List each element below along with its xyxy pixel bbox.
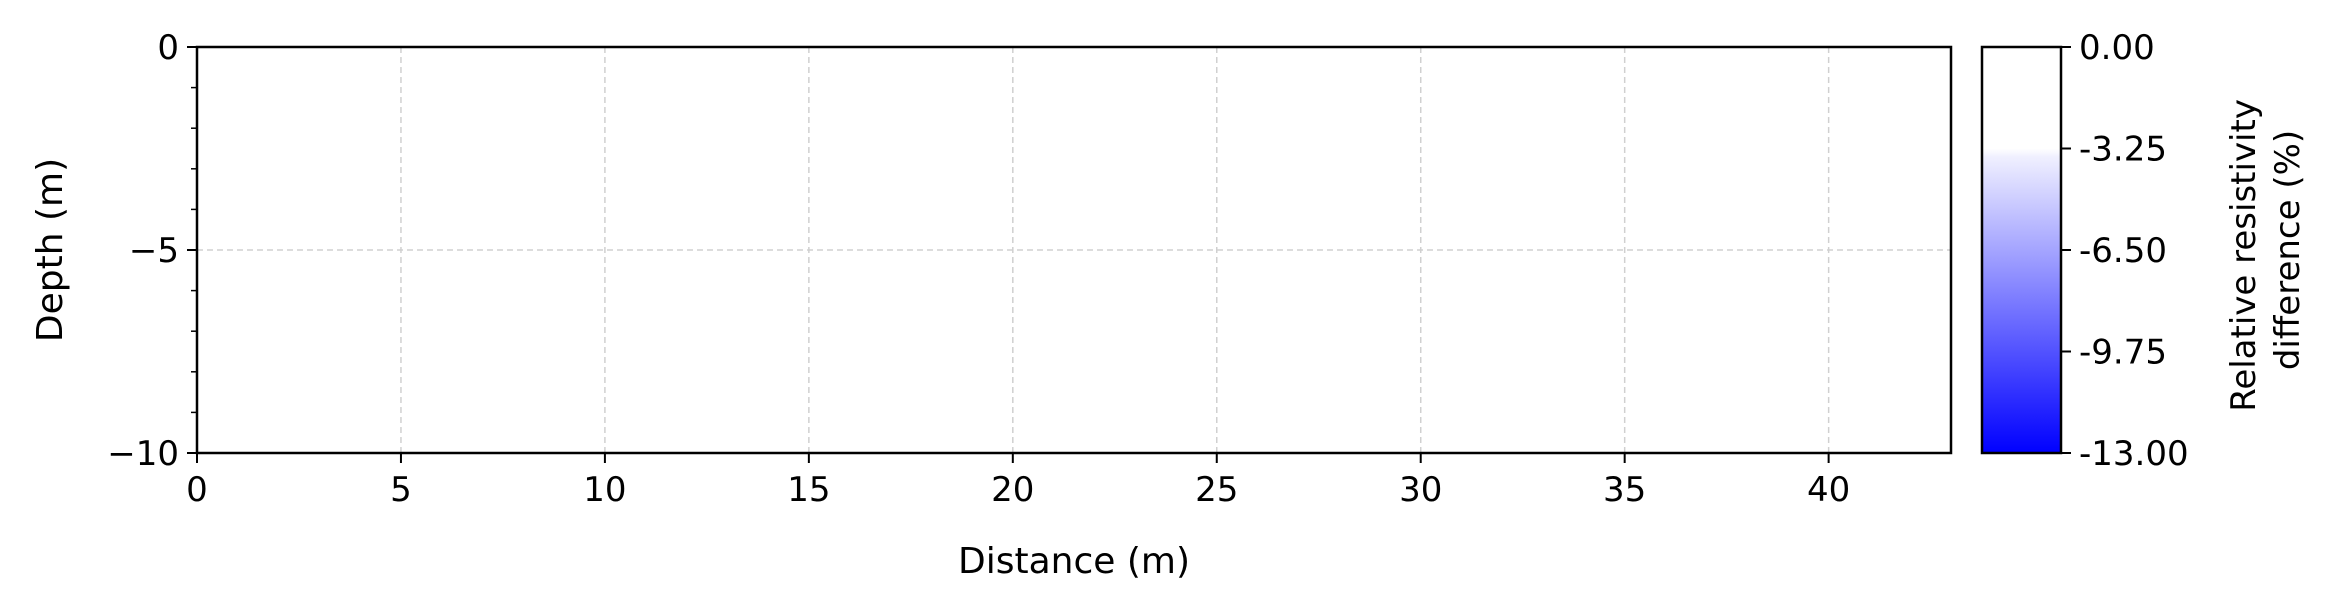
colorbar-ticks: 0.00 -3.25 -6.50 -9.75 -13.00: [2061, 28, 2189, 474]
y-tick-label: 0: [157, 28, 179, 68]
x-tick-label: 15: [787, 470, 830, 510]
x-tick-label: 0: [186, 470, 208, 510]
x-tick-label: 25: [1195, 470, 1238, 510]
colorbar-gradient: [1980, 45, 2063, 455]
x-tick-label: 35: [1603, 470, 1646, 510]
y-tick-label: −5: [129, 231, 179, 271]
x-axis-ticks: 0 5 10 15 20 25 30 35 40: [186, 453, 1850, 510]
colorbar-label-line2: difference (%): [2268, 130, 2308, 370]
x-axis-label: Distance (m): [958, 541, 1190, 582]
y-axis-label: Depth (m): [30, 158, 71, 342]
x-tick-label: 10: [583, 470, 626, 510]
x-tick-label: 30: [1399, 470, 1442, 510]
x-tick-label: 40: [1807, 470, 1850, 510]
grid-lines: [197, 47, 1951, 453]
colorbar-tick-label: -3.25: [2079, 130, 2167, 170]
colorbar-tick-label: -6.50: [2079, 231, 2167, 271]
colorbar-tick-label: -13.00: [2079, 434, 2189, 474]
x-tick-label: 20: [991, 470, 1034, 510]
colorbar-tick-label: 0.00: [2079, 28, 2155, 68]
colorbar-label: Relative resistivity difference (%): [2224, 88, 2308, 412]
y-tick-label: −10: [107, 434, 179, 474]
colorbar: [1980, 45, 2063, 455]
colorbar-tick-label: -9.75: [2079, 333, 2167, 373]
y-axis-ticks: 0 −5 −10: [107, 28, 197, 474]
x-tick-label: 5: [390, 470, 412, 510]
colorbar-label-line1: Relative resistivity: [2224, 99, 2264, 412]
